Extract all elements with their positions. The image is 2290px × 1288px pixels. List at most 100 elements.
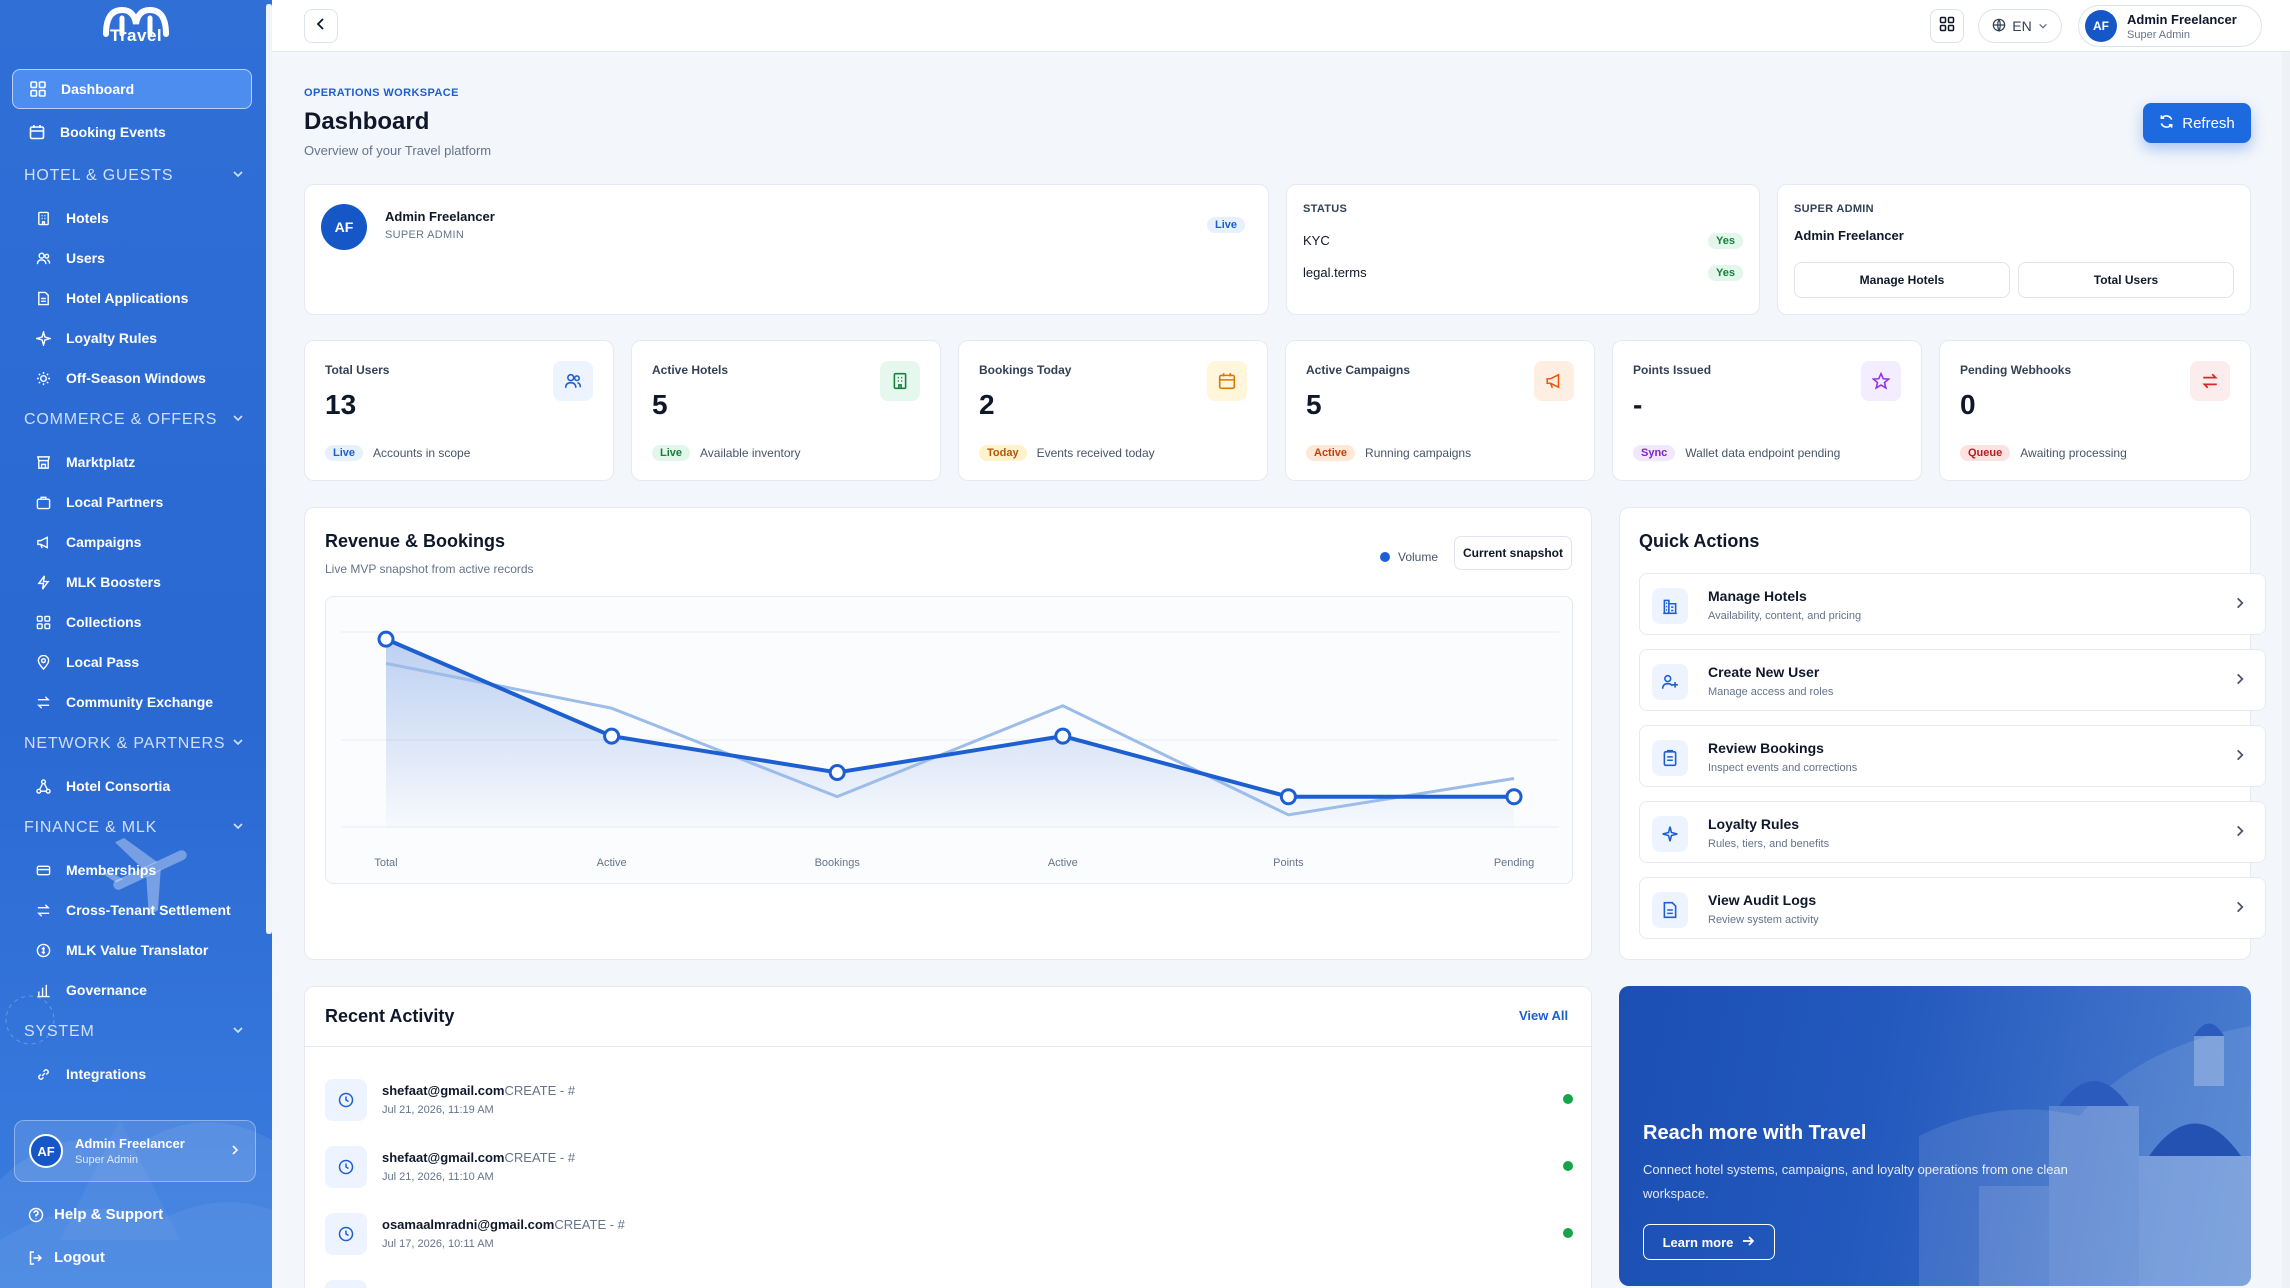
sidebar-item-memberships[interactable]: Memberships — [12, 850, 252, 890]
quick-action-loyalty-rules[interactable]: Loyalty Rules Rules, tiers, and benefits — [1639, 801, 2266, 863]
stat-value: 2 — [979, 389, 995, 420]
sun-icon — [32, 367, 54, 389]
refresh-button[interactable]: Refresh — [2143, 103, 2251, 143]
recent-activity-title: Recent Activity — [325, 1006, 455, 1026]
sidebar-item-dashboard[interactable]: Dashboard — [12, 69, 252, 109]
section-commerce-offers[interactable]: COMMERCE & OFFERS — [24, 411, 244, 429]
sidebar-item-mlk-boosters[interactable]: MLK Boosters — [12, 562, 252, 602]
x-tick-label: Active — [1048, 857, 1078, 869]
quick-action-review-bookings[interactable]: Review Bookings Inspect events and corre… — [1639, 725, 2266, 787]
sidebar-item-local-pass[interactable]: Local Pass — [12, 642, 252, 682]
x-tick-label: Points — [1273, 857, 1304, 869]
sidebar-item-cross-tenant-settlement[interactable]: Cross-Tenant Settlement — [12, 890, 252, 930]
sidebar-item-hotel-consortia[interactable]: Hotel Consortia — [12, 766, 252, 806]
stat-footer: Live Available inventory — [652, 445, 801, 461]
profile-role: SUPER ADMIN — [385, 229, 465, 241]
scrollbar-thumb[interactable] — [266, 4, 272, 934]
megaphone-icon — [32, 531, 54, 553]
sidebar-item-label: Marktplatz — [66, 454, 136, 470]
grid-icon — [27, 78, 49, 100]
sidebar-item-community-exchange[interactable]: Community Exchange — [12, 682, 252, 722]
clipboard-icon — [1652, 740, 1688, 776]
activity-email: osamaalmradni@gmail.com — [382, 1217, 555, 1232]
globe-icon — [1992, 18, 2006, 35]
section-network-partners[interactable]: NETWORK & PARTNERS — [24, 735, 244, 753]
series-line-secondary — [385, 661, 1515, 817]
sidebar-item-off-season-windows[interactable]: Off-Season Windows — [12, 358, 252, 398]
stat-badge: Live — [325, 445, 364, 461]
status-dot — [1563, 1161, 1573, 1171]
user-plus-icon — [1652, 664, 1688, 700]
building-icon — [880, 361, 920, 401]
series-line-volume — [385, 637, 1514, 799]
activity-row[interactable]: shefaat@gmail.comCREATE - # Jul 21, 2026… — [325, 1138, 1573, 1198]
status-key: KYC — [1303, 233, 1330, 248]
page-scrollbar[interactable] — [2282, 52, 2290, 1288]
file-icon — [32, 287, 54, 309]
stat-value: 5 — [1306, 389, 1322, 420]
back-button[interactable] — [304, 9, 338, 43]
data-point — [1054, 727, 1072, 745]
sidebar-profile-card[interactable]: AF Admin Freelancer Super Admin — [14, 1120, 256, 1182]
stat-value: 0 — [1960, 389, 1976, 420]
sidebar-item-label: Booking Events — [60, 124, 166, 140]
section-hotel-guests[interactable]: HOTEL & GUESTS — [24, 167, 244, 185]
promo-text: Connect hotel systems, campaigns, and lo… — [1643, 1162, 2068, 1201]
language-select[interactable]: EN — [1978, 9, 2062, 43]
sidebar-item-booking-events[interactable]: Booking Events — [12, 112, 252, 152]
user-menu[interactable]: AF Admin Freelancer Super Admin — [2078, 5, 2262, 47]
sidebar-scrollbar[interactable] — [266, 4, 272, 934]
quick-action-create-user[interactable]: Create New User Manage access and roles — [1639, 649, 2266, 711]
stat-note: Awaiting processing — [2020, 446, 2127, 460]
logout-link[interactable]: Logout — [28, 1249, 105, 1266]
sidebar-item-governance[interactable]: Governance — [12, 970, 252, 1010]
learn-more-button[interactable]: Learn more — [1643, 1224, 1775, 1260]
data-point — [603, 727, 621, 745]
activity-time: Jul 21, 2026, 11:10 AM — [382, 1171, 494, 1183]
status-dot — [1563, 1228, 1573, 1238]
sidebar-item-collections[interactable]: Collections — [12, 602, 252, 642]
x-tick-label: Pending — [1494, 857, 1534, 869]
section-system[interactable]: SYSTEM — [24, 1023, 244, 1041]
sidebar-item-local-partners[interactable]: Local Partners — [12, 482, 252, 522]
sidebar-item-marktplatz[interactable]: Marktplatz — [12, 442, 252, 482]
santorini-illustration — [1919, 1023, 2251, 1286]
sidebar-item-loyalty-rules[interactable]: Loyalty Rules — [12, 318, 252, 358]
sidebar-item-mlk-value-translator[interactable]: MLK Value Translator — [12, 930, 252, 970]
quick-action-manage-hotels[interactable]: Manage Hotels Availability, content, and… — [1639, 573, 2266, 635]
sidebar-item-label: Hotels — [66, 210, 109, 226]
activity-row[interactable]: shefaat@gmail.comCREATE - # Jul 21, 2026… — [325, 1071, 1573, 1131]
stat-badge: Today — [979, 445, 1027, 461]
quick-action-title: Review Bookings — [1708, 740, 1824, 756]
sidebar-item-users[interactable]: Users — [12, 238, 252, 278]
sidebar-item-label: MLK Value Translator — [66, 942, 209, 958]
page-eyebrow: OPERATIONS WORKSPACE — [304, 87, 459, 99]
activity-row[interactable]: osamaalmradni@gmail.comCREATE - # Jul 17… — [325, 1205, 1573, 1265]
sidebar-item-hotels[interactable]: Hotels — [12, 198, 252, 238]
manage-hotels-button[interactable]: Manage Hotels — [1794, 262, 2010, 298]
file-icon — [1652, 892, 1688, 928]
grid-icon — [32, 611, 54, 633]
quick-action-view-audit-logs[interactable]: View Audit Logs Review system activity — [1639, 877, 2266, 939]
chart-legend: Volume — [1380, 550, 1438, 564]
sidebar-item-campaigns[interactable]: Campaigns — [12, 522, 252, 562]
sidebar-item-hotel-applications[interactable]: Hotel Applications — [12, 278, 252, 318]
current-snapshot-button[interactable]: Current snapshot — [1454, 536, 1572, 570]
view-all-link[interactable]: View All — [1519, 1008, 1569, 1023]
status-badge: Yes — [1708, 233, 1743, 249]
stat-badge: Queue — [1960, 445, 2011, 461]
total-users-button[interactable]: Total Users — [2018, 262, 2234, 298]
status-card: STATUS KYC Yes legal.terms Yes — [1286, 184, 1760, 315]
help-support-link[interactable]: Help & Support — [28, 1206, 163, 1223]
apps-button[interactable] — [1930, 9, 1964, 43]
section-finance-mlk[interactable]: FINANCE & MLK — [24, 819, 244, 837]
profile-name: Admin Freelancer — [75, 1136, 185, 1151]
status-key: legal.terms — [1303, 265, 1367, 280]
activity-row — [325, 1272, 1573, 1288]
stat-title: Points Issued — [1633, 363, 1712, 377]
stat-footer: Today Events received today — [979, 445, 1155, 461]
sidebar-item-integrations[interactable]: Integrations — [12, 1054, 252, 1094]
logout-icon — [28, 1250, 44, 1266]
network-icon — [32, 775, 54, 797]
page-subtitle: Overview of your Travel platform — [304, 143, 492, 158]
